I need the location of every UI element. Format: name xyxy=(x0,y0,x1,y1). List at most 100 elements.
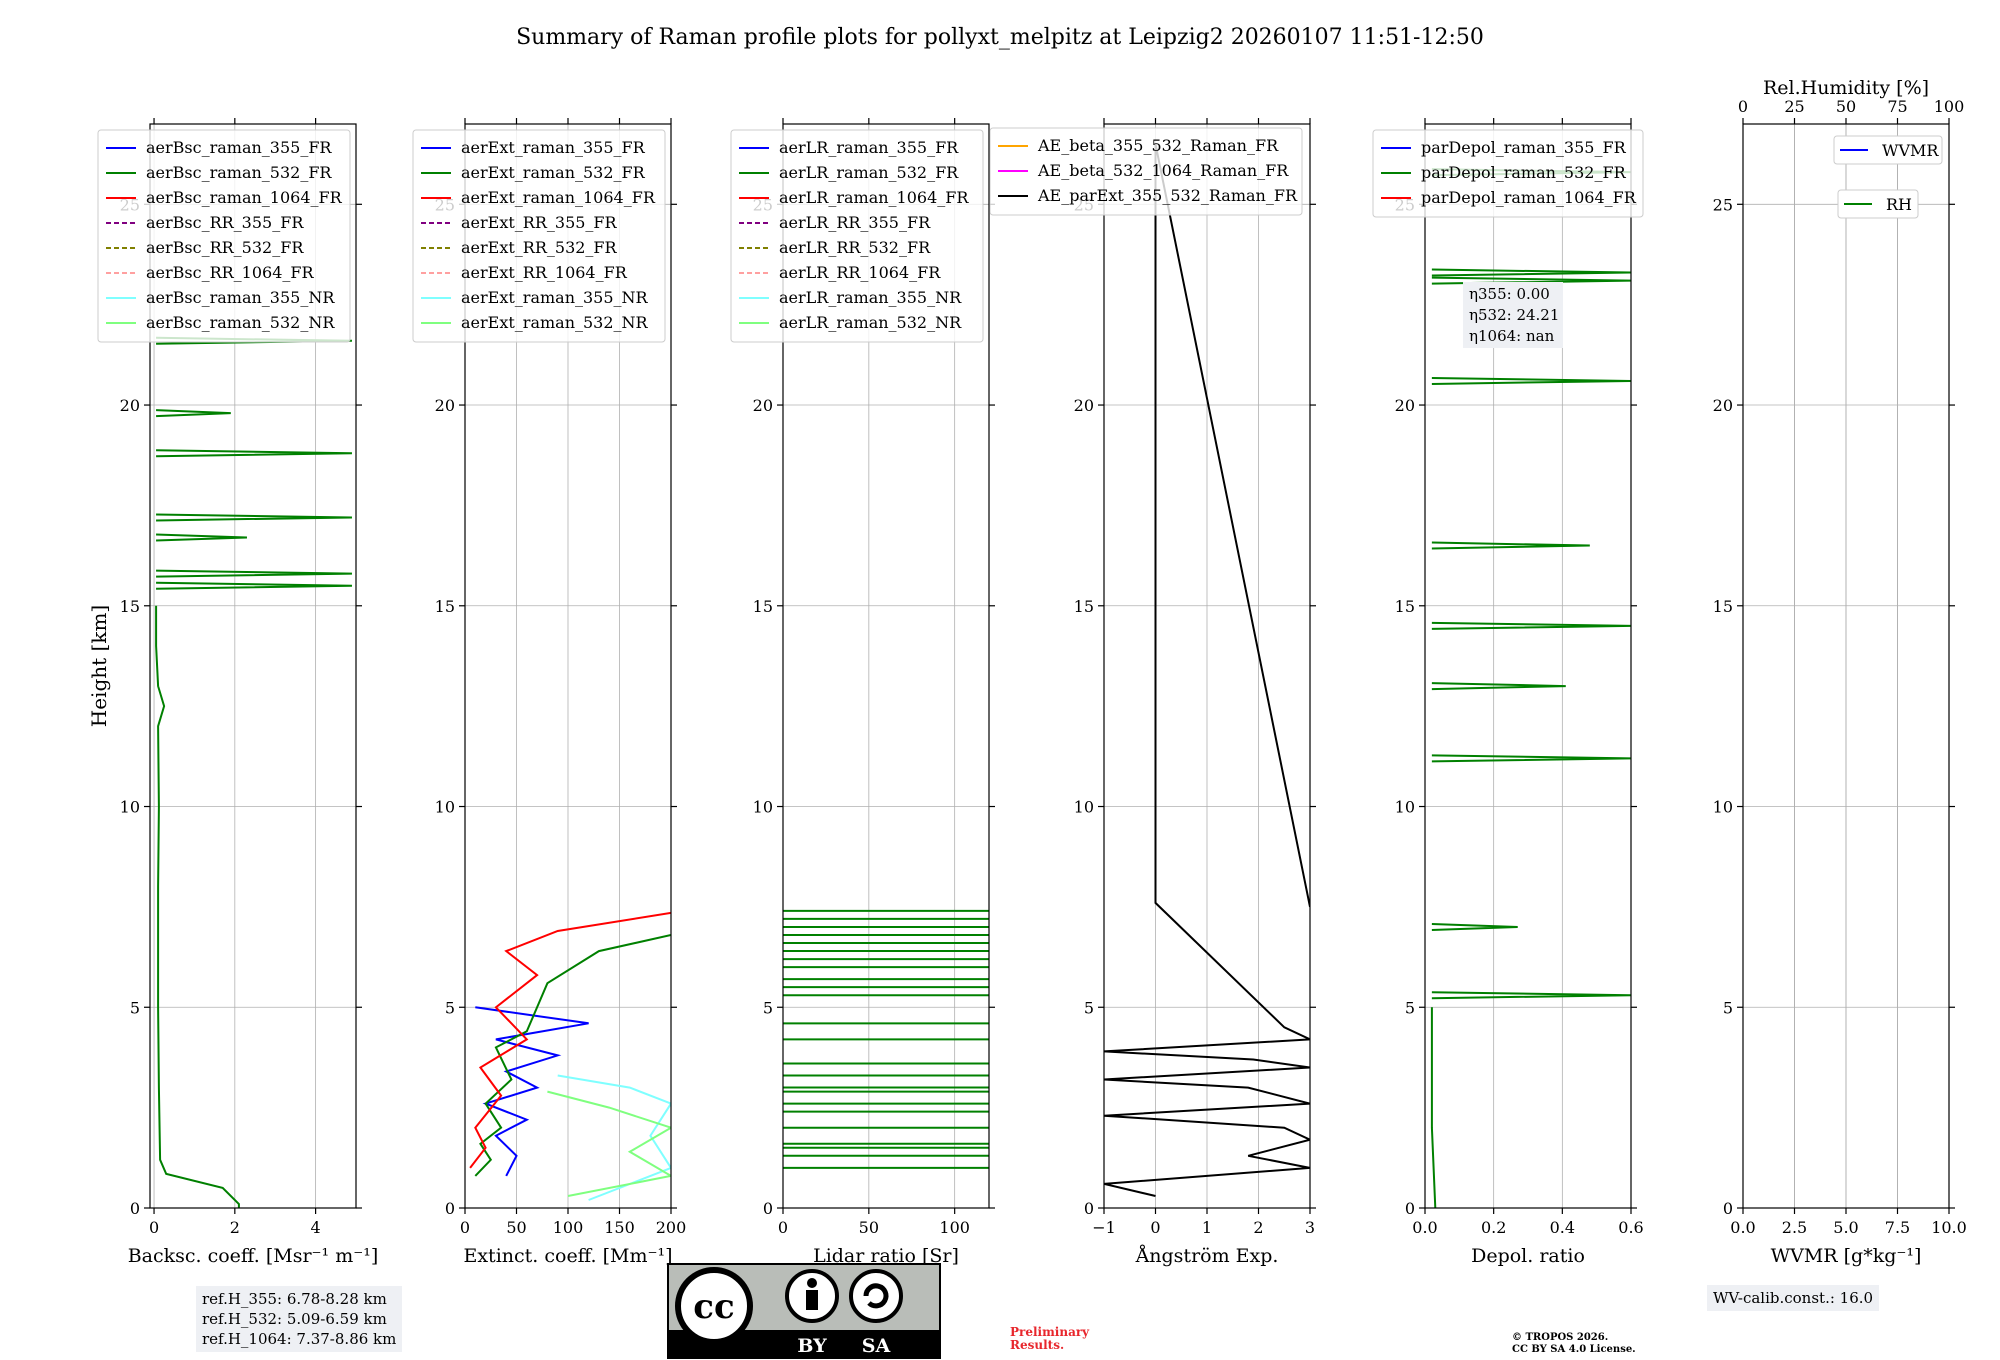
xtick-label-3: 7.5 xyxy=(1885,1218,1910,1237)
xtick-label-4: 200 xyxy=(656,1218,687,1237)
ytick-label-1: 5 xyxy=(1084,998,1094,1017)
xtick-label-3: 0.6 xyxy=(1618,1218,1643,1237)
panel-ext: 0501001502000510152025Extinct. coeff. [M… xyxy=(412,118,687,1267)
ref-height-355: ref.H_355: 6.78-8.28 km xyxy=(202,1290,387,1308)
series-spike-parDepol_raman_532_FR-6 xyxy=(1431,376,1631,385)
wv-calibration-const: WV-calib.const.: 16.0 xyxy=(1713,1289,1874,1307)
xtick-label-1: 2 xyxy=(230,1218,240,1237)
xtick-label-2: 4 xyxy=(311,1218,321,1237)
legend-box-WVMR xyxy=(1833,135,1943,165)
xtick-label-2: 0.4 xyxy=(1550,1218,1575,1237)
xtick-label-1: 2.5 xyxy=(1782,1218,1807,1237)
xlabel-lr: Lidar ratio [Sr] xyxy=(813,1245,959,1267)
ytick-label-4: 20 xyxy=(435,396,455,415)
xtick-label-0: 0.0 xyxy=(1412,1218,1437,1237)
ytick-label-0: 0 xyxy=(1084,1199,1094,1218)
panel-wv: 0.0 2.5 5.0 7.5 10.0 0 25 50 75 100 0 5 10 15 20 25 WVMR… xyxy=(1713,77,1967,1267)
x2label-wv: Rel.Humidity [%] xyxy=(1763,77,1929,99)
panel-ae: −101230510152025Ångström Exp.AE_beta_355… xyxy=(989,118,1316,1267)
ylabel-bsc: Height [km] xyxy=(87,605,111,727)
series-spike-aerBsc_raman_532_FR-3 xyxy=(156,513,352,522)
legend-label-aerBsc_raman_355_NR: aerBsc_raman_355_NR xyxy=(146,288,335,307)
ytick-label-4: 20 xyxy=(120,396,140,415)
by-person-body xyxy=(806,1290,818,1310)
series-line-aerExt_raman_355_FR xyxy=(475,1006,589,1177)
ytick-label-3: 15 xyxy=(1395,597,1415,616)
xtick-label-4: 10.0 xyxy=(1931,1218,1967,1237)
xlabel-ae: Ångström Exp. xyxy=(1135,1245,1279,1267)
cc-sa-label: SA xyxy=(862,1335,891,1357)
ytick-label-1: 5 xyxy=(130,998,140,1017)
cc-logo-text: cc xyxy=(693,1287,734,1327)
legend-label-aerBsc_raman_1064_FR: aerBsc_raman_1064_FR xyxy=(146,188,343,207)
ytick-label-2: 10 xyxy=(1395,798,1415,817)
ytick-label-3: 15 xyxy=(435,597,455,616)
legend-label-aerLR_RR_1064_FR: aerLR_RR_1064_FR xyxy=(779,263,941,282)
xlabel-wv: WVMR [g*kg⁻¹] xyxy=(1771,1245,1922,1267)
sa-share-icon xyxy=(849,1269,903,1323)
series-spike-parDepol_raman_532_FR-0 xyxy=(1431,991,1631,1000)
series-spike-aerBsc_raman_532_FR-4 xyxy=(156,449,352,458)
ytick-label-1: 5 xyxy=(445,998,455,1017)
preliminary-results-note: Preliminary Results. xyxy=(1010,1326,1089,1352)
xlabel-ext: Extinct. coeff. [Mm⁻¹] xyxy=(463,1245,672,1267)
ytick-label-4: 20 xyxy=(1395,396,1415,415)
eta-annotation-1: η532: 24.21 xyxy=(1469,306,1559,324)
ytick-label-4: 20 xyxy=(1713,396,1733,415)
legend-label-AE_beta_355_532_Raman_FR: AE_beta_355_532_Raman_FR xyxy=(1037,136,1279,155)
legend-frame-lr xyxy=(730,129,984,343)
xtick-label-2: 1 xyxy=(1202,1218,1212,1237)
x2tick-label-2: 50 xyxy=(1836,97,1856,116)
series-spike-parDepol_raman_532_FR-8 xyxy=(1431,268,1631,277)
series-spike-parDepol_raman_532_FR-5 xyxy=(1431,541,1590,550)
legend-label-AE_parExt_355_532_Raman_FR: AE_parExt_355_532_Raman_FR xyxy=(1037,186,1298,205)
figure-title: Summary of Raman profile plots for polly… xyxy=(516,25,1484,50)
legend-label-aerExt_raman_355_NR: aerExt_raman_355_NR xyxy=(461,288,649,307)
copyright-note: © TROPOS 2026. CC BY SA 4.0 License. xyxy=(1512,1332,1636,1356)
xtick-label-0: −1 xyxy=(1092,1218,1116,1237)
series-spike-aerBsc_raman_532_FR-5 xyxy=(156,409,231,418)
panels: 0240510152025Backsc. coeff. [Msr⁻¹ m⁻¹]H… xyxy=(87,77,1967,1267)
ytick-label-5: 25 xyxy=(1713,195,1733,214)
ytick-label-4: 20 xyxy=(753,396,773,415)
xtick-label-2: 100 xyxy=(553,1218,584,1237)
ytick-label-2: 10 xyxy=(753,798,773,817)
xtick-label-0: 0.0 xyxy=(1730,1218,1755,1237)
legend-label-WVMR: WVMR xyxy=(1882,141,1939,160)
ytick-label-3: 15 xyxy=(1074,597,1094,616)
series-line-aerExt_raman_355_NR xyxy=(557,1074,671,1201)
x2tick-label-3: 75 xyxy=(1887,97,1907,116)
legend-frame-bsc xyxy=(97,129,351,343)
panel-depol: 0.00.20.40.60510152025Depol. ratioparDep… xyxy=(1372,118,1644,1267)
ytick-label-0: 0 xyxy=(445,1199,455,1218)
sa-arrow-icon xyxy=(863,1283,889,1309)
ytick-label-2: 10 xyxy=(1074,798,1094,817)
series-group-lr xyxy=(783,909,989,1169)
axes-frame-depol xyxy=(1424,123,1632,1209)
eta-annotation-box xyxy=(1463,282,1563,348)
series-spike-parDepol_raman_532_FR-3 xyxy=(1431,682,1566,691)
legend-label-aerBsc_RR_1064_FR: aerBsc_RR_1064_FR xyxy=(146,263,315,282)
ytick-label-0: 0 xyxy=(1405,1199,1415,1218)
ytick-label-2: 10 xyxy=(435,798,455,817)
eta-annotation-0: η355: 0.00 xyxy=(1469,285,1550,303)
reference-heights-box: ref.H_355: 6.78-8.28 km ref.H_532: 5.09-… xyxy=(196,1286,403,1352)
series-line-AE_parExt_355_532_Raman_FR xyxy=(1104,143,1310,1197)
eta-annotation-2: η1064: nan xyxy=(1469,327,1555,345)
legend-lr: aerLR_raman_355_FR aerLR_raman_532_FR aerL… xyxy=(730,129,984,343)
legend-label-aerLR_raman_532_FR: aerLR_raman_532_FR xyxy=(779,163,959,182)
xtick-label-1: 0 xyxy=(1150,1218,1160,1237)
legend-label-aerLR_raman_355_NR: aerLR_raman_355_NR xyxy=(779,288,962,307)
legend-label-AE_beta_532_1064_Raman_FR: AE_beta_532_1064_Raman_FR xyxy=(1037,161,1289,180)
axes-frame-lr xyxy=(782,123,990,1209)
legend-label-aerBsc_raman_355_FR: aerBsc_raman_355_FR xyxy=(146,138,332,157)
x2tick-label-0: 0 xyxy=(1738,97,1748,116)
legend-label-aerExt_RR_532_FR: aerExt_RR_532_FR xyxy=(461,238,618,257)
copyright-line-1: © TROPOS 2026. xyxy=(1512,1332,1609,1343)
legend-ext: aerExt_raman_355_FR aerExt_raman_532_FRae… xyxy=(412,129,666,343)
ytick-label-2: 10 xyxy=(1713,798,1733,817)
legend-label-aerExt_RR_355_FR: aerExt_RR_355_FR xyxy=(461,213,618,232)
legend-label-aerExt_RR_1064_FR: aerExt_RR_1064_FR xyxy=(461,263,628,282)
xtick-label-2: 100 xyxy=(939,1218,970,1237)
